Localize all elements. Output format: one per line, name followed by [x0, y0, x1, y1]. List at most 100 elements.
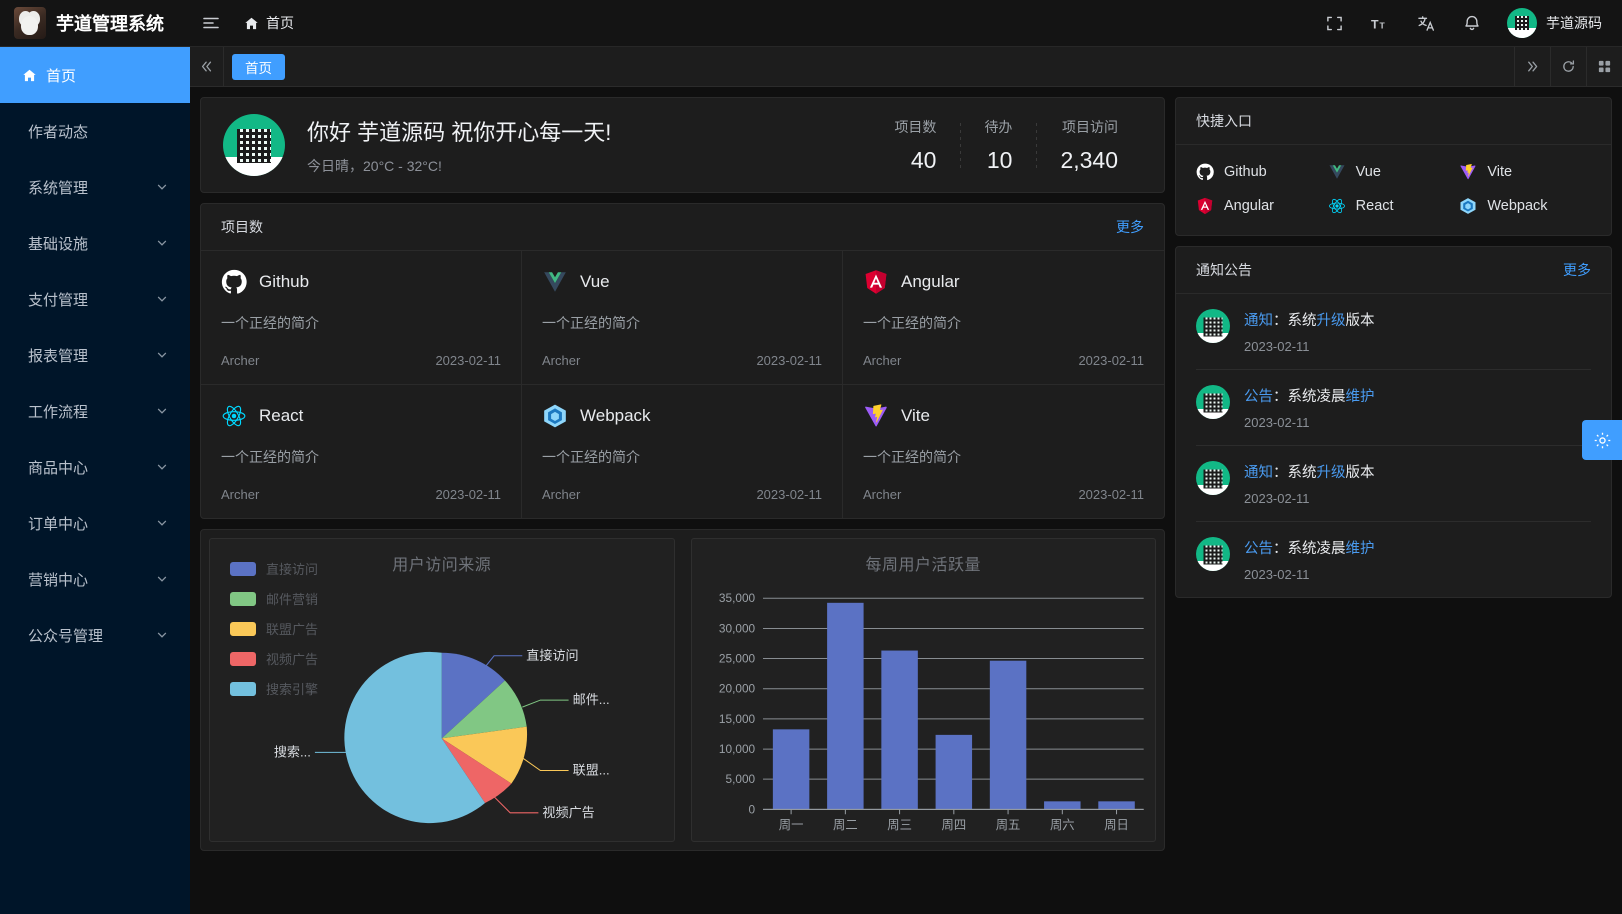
quick-entry-angular[interactable]: Angular [1196, 197, 1328, 215]
project-card-webpack[interactable]: Webpack 一个正经的简介 Archer 2023-02-11 [522, 385, 843, 518]
notice-item[interactable]: 通知：系统升级版本 2023-02-11 [1196, 294, 1591, 370]
bar-x-axis-labels: 周一 周二 周三 周四 周五 周六 周日 [778, 818, 1128, 832]
sidebar-item-author-news[interactable]: 作者动态 [0, 103, 190, 159]
sidebar-item-pay[interactable]: 支付管理 [0, 271, 190, 327]
settings-float-button[interactable] [1582, 420, 1622, 460]
stat-label: 项目数 [894, 118, 937, 135]
chevron-down-icon [157, 352, 167, 358]
chevron-left-double-icon[interactable] [190, 47, 224, 86]
angular-icon [865, 270, 887, 294]
project-card-github[interactable]: Github 一个正经的简介 Archer 2023-02-11 [201, 251, 522, 385]
tab-home[interactable]: 首页 [232, 53, 285, 80]
pie-slice-search[interactable] [344, 651, 486, 824]
notice-prefix: 公告 [1244, 389, 1273, 405]
project-footer: Archer 2023-02-11 [542, 353, 822, 368]
legend-swatch [230, 681, 256, 696]
bar-sun[interactable] [1097, 801, 1135, 810]
legend-item[interactable]: 直接访问 [230, 559, 318, 578]
sidebar-item-mp[interactable]: 公众号管理 [0, 607, 190, 663]
chevron-right-double-icon[interactable] [1514, 47, 1550, 86]
sidebar-item-order[interactable]: 订单中心 [0, 495, 190, 551]
gear-icon [1594, 432, 1610, 448]
project-author: Archer [863, 487, 902, 502]
github-icon [221, 269, 247, 294]
bar-sat[interactable] [1043, 801, 1081, 810]
notice-mid: ：系统 [1273, 313, 1317, 329]
notice-title: 通知：系统升级版本 [1244, 461, 1591, 482]
font-size-icon[interactable]: T T [1359, 0, 1401, 47]
avatar [1196, 385, 1230, 419]
refresh-icon[interactable] [1550, 47, 1586, 86]
svg-text:周日: 周日 [1104, 818, 1129, 832]
projects-more-link[interactable]: 更多 [1116, 219, 1144, 235]
stat-label: 待办 [984, 118, 1013, 135]
bar-mon[interactable] [772, 729, 809, 810]
bar-wed[interactable] [880, 650, 918, 810]
sidebar-item-report[interactable]: 报表管理 [0, 327, 190, 383]
pie-slice-affiliate[interactable] [441, 726, 528, 784]
project-card-react[interactable]: React 一个正经的简介 Archer 2023-02-11 [201, 385, 522, 518]
notice-item[interactable]: 公告：系统凌晨维护 2023-02-11 [1196, 522, 1591, 597]
sidebar-item-system[interactable]: 系统管理 [0, 159, 190, 215]
sidebar-item-marketing[interactable]: 营销中心 [0, 551, 190, 607]
quick-entry-webpack[interactable]: Webpack [1459, 197, 1591, 215]
pie-chart-panel: 用户访问来源 直接访问 邮件营销 [201, 530, 683, 850]
translate-icon[interactable] [1405, 0, 1447, 47]
grid-icon[interactable] [1586, 47, 1622, 86]
project-desc: 一个正经的简介 [542, 449, 640, 465]
svg-text:周三: 周三 [887, 818, 912, 832]
quick-entry-grid: Github Vue Vite [1176, 145, 1611, 235]
project-author: Archer [221, 487, 260, 502]
quick-entry-label: Vue [1355, 164, 1381, 180]
project-card-vue[interactable]: Vue 一个正经的简介 Archer 2023-02-11 [522, 251, 843, 385]
pie-legend: 直接访问 邮件营销 联盟广告 [230, 559, 318, 709]
brand-title: 芋道管理系统 [56, 14, 164, 34]
vite-icon [865, 404, 887, 427]
quick-entry-card: 快捷入口 Github Vue [1175, 97, 1612, 236]
project-card-vite[interactable]: Vite 一个正经的简介 Archer 2023-02-11 [843, 385, 1164, 518]
quick-entry-vue[interactable]: Vue [1328, 163, 1460, 181]
bell-icon[interactable] [1451, 0, 1493, 47]
sidebar-item-workflow[interactable]: 工作流程 [0, 383, 190, 439]
notice-item[interactable]: 通知：系统升级版本 2023-02-11 [1196, 446, 1591, 522]
legend-swatch [230, 591, 256, 606]
bar-thu[interactable] [935, 734, 972, 810]
legend-swatch [230, 621, 256, 636]
sidebar-item-product[interactable]: 商品中心 [0, 439, 190, 495]
legend-item[interactable]: 搜索引擎 [230, 679, 318, 698]
legend-item[interactable]: 联盟广告 [230, 619, 318, 638]
breadcrumb-home-label: 首页 [266, 15, 294, 31]
project-date: 2023-02-11 [435, 487, 501, 502]
menu-fold-icon[interactable] [190, 0, 232, 47]
user-menu[interactable]: 芋道源码 [1497, 8, 1608, 38]
project-author: Archer [221, 353, 260, 368]
legend-item[interactable]: 邮件营销 [230, 589, 318, 608]
svg-text:0: 0 [748, 802, 755, 816]
brand[interactable]: 芋道管理系统 [0, 7, 190, 39]
legend-label: 直接访问 [266, 562, 319, 577]
quick-entry-vite[interactable]: Vite [1459, 163, 1591, 181]
breadcrumb-home[interactable]: 首页 [232, 0, 306, 47]
webpack-icon [544, 404, 566, 428]
project-card-angular[interactable]: Angular 一个正经的简介 Archer 2023-02-11 [843, 251, 1164, 385]
notices-more-link[interactable]: 更多 [1563, 262, 1591, 278]
bar-tue[interactable] [826, 602, 864, 810]
fullscreen-icon[interactable] [1313, 0, 1355, 47]
chevron-down-icon [157, 576, 167, 582]
svg-text:10,000: 10,000 [718, 742, 755, 756]
pie-slice-email[interactable] [441, 680, 527, 739]
sidebar-item-infra[interactable]: 基础设施 [0, 215, 190, 271]
legend-item[interactable]: 视频广告 [230, 649, 318, 668]
pie-slice-direct[interactable] [441, 652, 505, 739]
pie-label-search: 搜索... [274, 744, 311, 759]
bar-fri[interactable] [989, 660, 1026, 810]
quick-entry-github[interactable]: Github [1196, 163, 1328, 181]
notice-item[interactable]: 公告：系统凌晨维护 2023-02-11 [1196, 370, 1591, 446]
pie-chart: 用户访问来源 直接访问 邮件营销 [209, 538, 675, 842]
notice-date: 2023-02-11 [1244, 339, 1310, 354]
sidebar-item-home[interactable]: 首页 [0, 47, 190, 103]
svg-text:35,000: 35,000 [718, 591, 755, 605]
notice-title: 通知：系统升级版本 [1244, 309, 1591, 330]
pie-slice-video[interactable] [441, 738, 512, 803]
quick-entry-react[interactable]: React [1328, 197, 1460, 215]
